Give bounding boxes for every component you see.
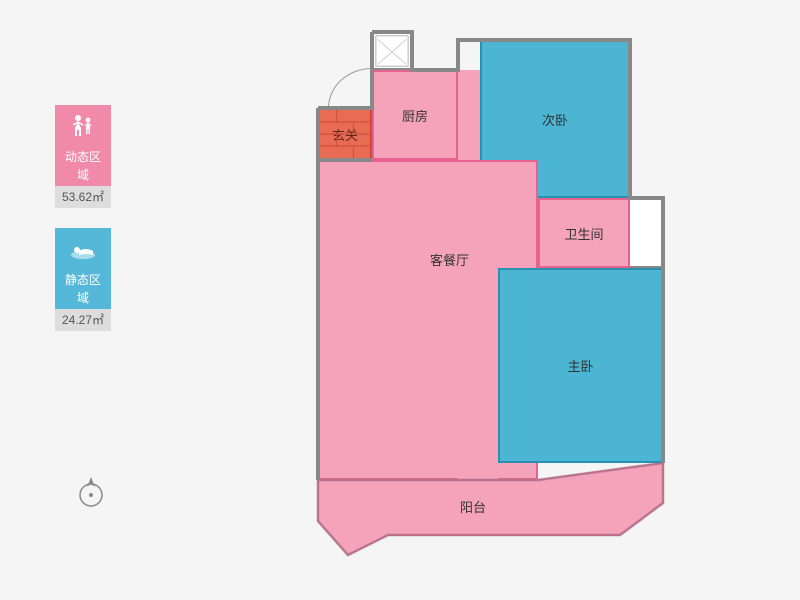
room-living-label: 客餐厅 [430,250,469,269]
room-kitchen: 厨房 [372,70,458,160]
room-kitchen-label: 厨房 [402,106,428,125]
gap-box [630,198,663,268]
room-balcony: 阳台 [310,463,670,558]
room-living-ext [458,268,498,480]
people-icon [67,110,99,142]
legend-dynamic: 动态区域 53.62㎡ [55,105,111,208]
floorplan: 厨房 玄关 次卧 客餐厅 卫生间 主卧 [310,20,710,580]
room-bathroom: 卫生间 [538,198,630,268]
compass-icon [74,475,108,509]
sleeping-icon [67,233,99,265]
room-master-bedroom-label: 主卧 [567,356,593,375]
room-master-bedroom: 主卧 [498,268,663,463]
door-arc-icon [328,68,372,108]
legend-static-value: 24.27㎡ [55,309,111,331]
room-bathroom-label: 卫生间 [564,224,603,243]
legend-static: 静态区域 24.27㎡ [55,228,111,331]
room-entrance: 玄关 [318,108,372,160]
dynamic-zone-icon [55,105,111,147]
vent-icon [374,34,410,68]
wood-pattern-icon [320,110,370,158]
balcony-shape [318,463,663,555]
legend-static-label: 静态区域 [55,269,111,309]
room-entrance-label: 玄关 [332,125,358,144]
legend-panel: 动态区域 53.62㎡ 静态区域 24.27㎡ [55,105,111,351]
room-second-bedroom-label: 次卧 [542,110,568,129]
static-zone-icon [55,228,111,270]
legend-dynamic-value: 53.62㎡ [55,186,111,208]
room-utility [372,32,412,70]
legend-dynamic-label: 动态区域 [55,146,111,186]
